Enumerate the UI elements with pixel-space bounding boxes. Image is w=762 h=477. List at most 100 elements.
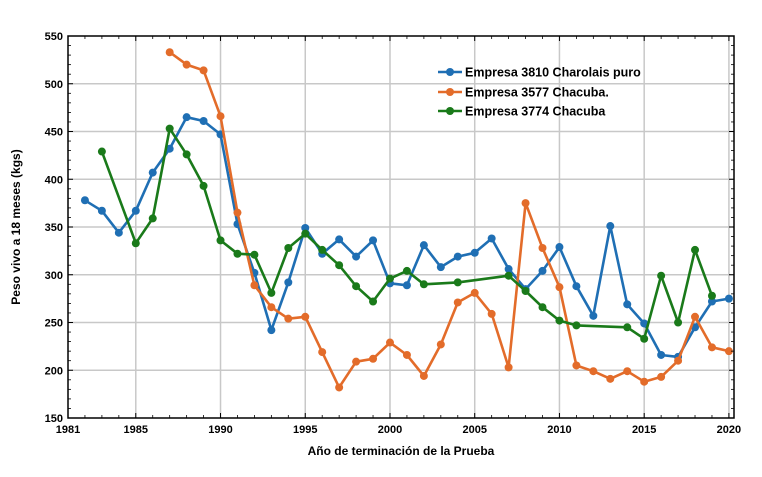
x-tick-label: 2010	[547, 424, 571, 436]
data-point	[301, 312, 310, 321]
data-point	[691, 312, 700, 321]
data-point	[385, 274, 394, 283]
data-point	[199, 181, 208, 190]
data-point	[606, 374, 615, 383]
data-point	[707, 343, 716, 352]
y-tick-label: 250	[45, 318, 63, 330]
data-point	[284, 244, 293, 253]
x-tick-label: 2000	[378, 424, 402, 436]
data-point	[504, 271, 513, 280]
x-tick-label: 1995	[293, 424, 317, 436]
data-point	[724, 294, 733, 303]
data-point	[284, 314, 293, 323]
data-point	[402, 266, 411, 275]
data-point	[419, 371, 428, 380]
data-point	[657, 350, 666, 359]
y-tick-label: 300	[45, 270, 63, 282]
data-point	[267, 303, 276, 312]
data-point	[691, 245, 700, 254]
data-point	[182, 60, 191, 69]
series-line	[168, 51, 730, 389]
legend-label-1: Empresa 3577 Chacuba.	[465, 86, 609, 100]
data-point	[470, 288, 479, 297]
data-point	[724, 347, 733, 356]
data-point	[640, 319, 649, 328]
data-point	[284, 278, 293, 287]
series-0	[80, 113, 733, 361]
data-point	[402, 281, 411, 290]
data-point	[318, 348, 327, 357]
data-point	[352, 357, 361, 366]
data-point	[657, 271, 666, 280]
data-point	[369, 354, 378, 363]
data-point	[250, 281, 259, 290]
legend-label-2: Empresa 3774 Chacuba	[465, 105, 606, 119]
data-point	[131, 206, 140, 215]
legend: Empresa 3810 Charolais puro Empresa 3577…	[438, 66, 641, 119]
data-point	[623, 367, 632, 376]
data-point	[589, 367, 598, 376]
x-axis-ticks: 1981 1985 1990 1995 2000 2005 2010 2015 2020	[56, 36, 741, 436]
x-tick-label: 1990	[208, 424, 232, 436]
data-point	[504, 265, 513, 274]
data-point	[572, 321, 581, 330]
data-point	[250, 250, 259, 259]
data-point	[335, 261, 344, 270]
y-tick-label: 200	[45, 365, 63, 377]
x-tick-label: 2020	[717, 424, 741, 436]
x-tick-label: 2005	[462, 424, 486, 436]
data-point	[470, 248, 479, 257]
x-axis-title: Año de terminación de la Prueba	[308, 444, 495, 458]
data-point	[555, 316, 564, 325]
data-point	[216, 112, 225, 121]
data-point	[267, 288, 276, 297]
data-point	[182, 113, 191, 122]
data-point	[555, 243, 564, 252]
data-point	[419, 280, 428, 289]
data-point	[335, 235, 344, 244]
x-tick-label: 1981	[56, 424, 80, 436]
data-point	[623, 323, 632, 332]
series-layer	[80, 48, 733, 392]
y-tick-label: 500	[45, 79, 63, 91]
data-point	[521, 286, 530, 295]
data-point	[640, 377, 649, 386]
legend-marker-2	[446, 107, 454, 115]
data-point	[301, 223, 310, 232]
data-point	[335, 383, 344, 392]
data-point	[97, 206, 106, 215]
y-tick-label: 450	[45, 127, 63, 139]
data-point	[199, 66, 208, 75]
data-point	[352, 282, 361, 291]
data-point	[487, 234, 496, 243]
data-point	[233, 208, 242, 217]
y-tick-label: 350	[45, 222, 63, 234]
data-point	[267, 326, 276, 335]
y-axis-title: Peso vivo a 18 meses (kgs)	[9, 149, 23, 304]
data-point	[453, 252, 462, 261]
data-point	[521, 199, 530, 208]
data-point	[606, 222, 615, 231]
data-point	[453, 298, 462, 307]
data-point	[707, 297, 716, 306]
data-point	[165, 48, 174, 57]
data-point	[640, 334, 649, 343]
series-line	[84, 115, 730, 359]
data-point	[674, 318, 683, 327]
data-point	[657, 372, 666, 381]
data-point	[199, 116, 208, 125]
data-point	[504, 363, 513, 372]
data-point	[97, 147, 106, 156]
y-axis-ticks: 150 200 250 300 350 400 450 500 550	[45, 31, 734, 425]
data-point	[402, 350, 411, 359]
data-point	[318, 245, 327, 254]
data-point	[538, 303, 547, 312]
series-1	[165, 48, 733, 392]
data-point	[572, 361, 581, 370]
y-tick-label: 150	[45, 413, 63, 425]
data-point	[419, 241, 428, 250]
x-tick-label: 2015	[632, 424, 656, 436]
data-point	[385, 338, 394, 347]
